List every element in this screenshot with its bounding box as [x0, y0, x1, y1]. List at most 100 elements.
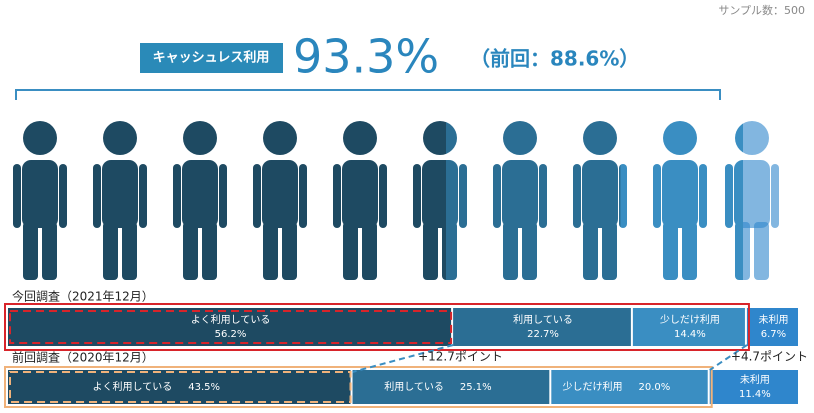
- segment-value: 6.7%: [761, 329, 786, 340]
- person-arm: [653, 164, 661, 228]
- person-leg: [103, 222, 118, 280]
- frame: [4, 303, 750, 351]
- person-arm: [619, 164, 627, 228]
- person: [13, 121, 67, 280]
- connector: [352, 344, 454, 373]
- bar-segment: [551, 370, 708, 404]
- frame: [9, 371, 352, 403]
- bar-segment: [8, 370, 351, 404]
- person-head: [503, 121, 537, 155]
- person-arm: [725, 164, 733, 228]
- person: [173, 121, 227, 280]
- frame: [4, 366, 713, 408]
- bracket: [15, 89, 721, 100]
- person-leg: [663, 222, 678, 280]
- person-leg: [682, 222, 697, 280]
- person-arm: [699, 164, 707, 228]
- person-body: [502, 160, 538, 228]
- person-arm: [219, 164, 227, 228]
- person-head: [23, 121, 57, 155]
- sample-note: サンプル数：500: [718, 4, 805, 17]
- person-leg: [602, 222, 617, 280]
- person-body: [662, 160, 698, 228]
- person-arm: [333, 164, 341, 228]
- segment-name: 利用している: [384, 381, 444, 393]
- headline-box: [140, 43, 283, 73]
- person-leg: [423, 222, 438, 280]
- person: [413, 121, 467, 280]
- headline-value: 93.3%: [293, 30, 439, 84]
- pictograph: [13, 121, 779, 280]
- headline-label: キャッシュレス利用: [153, 50, 270, 66]
- person-body: [22, 160, 58, 228]
- person-body: [182, 160, 218, 228]
- person-leg: [122, 222, 137, 280]
- person-body: [422, 160, 458, 228]
- person: [725, 121, 779, 280]
- person-head: [183, 121, 217, 155]
- person-leg: [503, 222, 518, 280]
- person: [93, 121, 147, 280]
- frame: [9, 310, 453, 344]
- person-arm: [539, 164, 547, 228]
- segment-name: 利用している: [513, 314, 573, 326]
- person: [573, 121, 627, 280]
- segment-value: 11.4%: [739, 389, 771, 400]
- segment-value: 43.5%: [188, 382, 220, 393]
- person-arm: [573, 164, 581, 228]
- segment-value: 25.1%: [460, 382, 492, 393]
- person-leg: [282, 222, 297, 280]
- segment-name: よく利用している: [191, 314, 271, 326]
- person-head: [263, 121, 297, 155]
- segment-name: 少しだけ利用: [660, 314, 720, 326]
- person-arm: [771, 164, 779, 228]
- bar-segment: [453, 308, 631, 346]
- person: [333, 121, 387, 280]
- row-label: 今回調査（2021年12月）: [12, 289, 154, 304]
- person-leg: [522, 222, 537, 280]
- headline-previous: （前回：88.6%）: [470, 47, 639, 71]
- segment-value: 22.7%: [527, 329, 559, 340]
- person-leg: [202, 222, 217, 280]
- person: [653, 121, 707, 280]
- person-arm: [459, 164, 467, 228]
- person-body: [102, 160, 138, 228]
- bars: 今回調査（2021年12月） よく利用している 56.2% 利用している 22.7% 少し…: [4, 289, 808, 408]
- person-leg: [263, 222, 278, 280]
- person-leg: [583, 222, 598, 280]
- segment-value: 56.2%: [215, 329, 247, 340]
- bar-segment: [746, 308, 798, 346]
- person-arm: [173, 164, 181, 228]
- person-arm: [379, 164, 387, 228]
- person-arm: [139, 164, 147, 228]
- segment-value: 14.4%: [674, 329, 706, 340]
- person-head: [663, 121, 697, 155]
- person-body: [734, 160, 770, 228]
- person-head: [423, 121, 457, 155]
- person-arm: [413, 164, 421, 228]
- person: [253, 121, 307, 280]
- person-head: [343, 121, 377, 155]
- row-label: 前回調査（2020年12月）: [12, 350, 154, 365]
- person-leg: [362, 222, 377, 280]
- bar-segment: [8, 308, 452, 346]
- person-leg: [42, 222, 57, 280]
- person-head: [583, 121, 617, 155]
- person-body: [262, 160, 298, 228]
- person-head: [103, 121, 137, 155]
- segment-value: 20.0%: [639, 382, 671, 393]
- person-body: [582, 160, 618, 228]
- person-arm: [59, 164, 67, 228]
- person-arm: [93, 164, 101, 228]
- bar-segment: [352, 370, 550, 404]
- segment-name: よく利用している: [93, 381, 173, 393]
- bar-segment: [632, 308, 745, 346]
- connector: [709, 344, 748, 371]
- person-head: [735, 121, 769, 155]
- person-arm: [299, 164, 307, 228]
- person-leg: [183, 222, 198, 280]
- person-arm: [253, 164, 261, 228]
- person-leg: [23, 222, 38, 280]
- segment-name: 未利用: [740, 374, 770, 386]
